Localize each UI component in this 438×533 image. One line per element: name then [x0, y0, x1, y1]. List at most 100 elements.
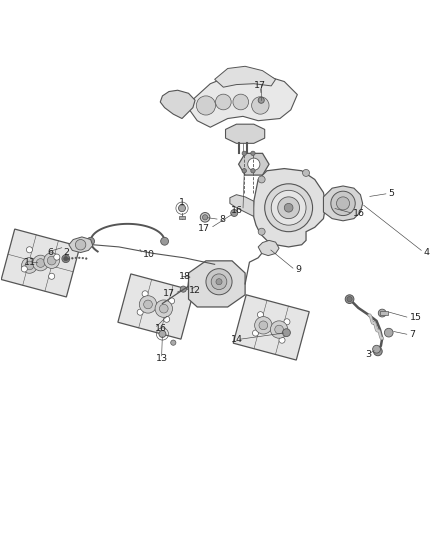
Circle shape [215, 94, 231, 110]
Text: 6: 6 [47, 248, 53, 256]
Circle shape [159, 330, 166, 337]
Text: 17: 17 [198, 224, 210, 233]
Circle shape [275, 325, 283, 334]
Circle shape [258, 176, 265, 183]
Text: 12: 12 [189, 286, 201, 295]
Circle shape [258, 228, 265, 235]
Circle shape [336, 197, 350, 210]
Polygon shape [226, 124, 265, 143]
Circle shape [331, 191, 355, 215]
Circle shape [144, 300, 152, 309]
Polygon shape [323, 186, 363, 221]
Circle shape [284, 319, 290, 325]
Circle shape [279, 337, 285, 343]
Circle shape [252, 330, 258, 336]
Circle shape [78, 257, 80, 259]
Circle shape [251, 168, 255, 173]
Polygon shape [160, 90, 195, 118]
Circle shape [254, 317, 272, 334]
Circle shape [161, 237, 169, 245]
Circle shape [196, 96, 215, 115]
Circle shape [242, 168, 247, 173]
Circle shape [374, 347, 382, 356]
Text: 15: 15 [410, 313, 422, 322]
Circle shape [85, 257, 87, 260]
Circle shape [258, 312, 264, 318]
Circle shape [26, 247, 32, 253]
Circle shape [248, 158, 260, 171]
Circle shape [258, 97, 264, 103]
Circle shape [345, 295, 354, 303]
Text: 11: 11 [24, 257, 35, 266]
Circle shape [75, 239, 86, 250]
Circle shape [233, 94, 249, 110]
Circle shape [75, 257, 77, 259]
Circle shape [82, 257, 84, 259]
Circle shape [54, 254, 60, 260]
Circle shape [179, 205, 185, 212]
Text: 17: 17 [162, 289, 175, 298]
Circle shape [155, 300, 173, 317]
Circle shape [193, 279, 203, 290]
Circle shape [164, 316, 170, 322]
Circle shape [180, 286, 186, 292]
Circle shape [283, 329, 290, 336]
Text: 17: 17 [254, 82, 266, 91]
Circle shape [64, 256, 68, 261]
Text: 16: 16 [353, 209, 365, 218]
Circle shape [87, 237, 95, 245]
Circle shape [33, 255, 48, 271]
Circle shape [251, 151, 255, 156]
Circle shape [62, 255, 70, 263]
Text: 1: 1 [179, 198, 185, 207]
Text: 9: 9 [295, 265, 301, 274]
Circle shape [159, 304, 168, 313]
Circle shape [284, 204, 293, 212]
Polygon shape [239, 154, 269, 175]
Circle shape [169, 298, 175, 304]
Polygon shape [253, 168, 325, 247]
Circle shape [21, 266, 27, 272]
Text: 5: 5 [389, 189, 395, 198]
Polygon shape [230, 195, 254, 216]
Circle shape [49, 273, 55, 279]
Circle shape [378, 309, 386, 317]
Circle shape [252, 97, 269, 114]
Circle shape [211, 274, 227, 289]
Circle shape [259, 321, 268, 330]
Circle shape [216, 279, 222, 285]
Circle shape [373, 345, 381, 353]
Circle shape [137, 309, 143, 315]
Text: 4: 4 [424, 248, 430, 256]
Polygon shape [233, 295, 309, 360]
Text: 13: 13 [155, 354, 168, 364]
Text: 3: 3 [365, 350, 371, 359]
Text: 16: 16 [155, 324, 166, 333]
Circle shape [271, 190, 306, 225]
Circle shape [265, 184, 313, 232]
Circle shape [206, 269, 232, 295]
Bar [380, 311, 388, 315]
Text: 14: 14 [231, 335, 243, 344]
Circle shape [21, 257, 37, 273]
Text: 8: 8 [220, 215, 226, 224]
Circle shape [278, 197, 300, 219]
Polygon shape [215, 66, 276, 87]
Circle shape [200, 213, 210, 222]
Circle shape [347, 296, 352, 302]
Circle shape [36, 259, 45, 268]
Polygon shape [186, 75, 297, 127]
Text: 10: 10 [143, 250, 155, 259]
Text: 18: 18 [179, 272, 191, 280]
Circle shape [242, 151, 247, 156]
Polygon shape [1, 229, 80, 297]
Circle shape [68, 258, 70, 260]
Circle shape [231, 209, 238, 216]
Circle shape [44, 253, 60, 269]
Circle shape [47, 256, 56, 265]
Text: 2: 2 [63, 248, 69, 257]
Bar [180, 216, 185, 220]
Circle shape [71, 257, 73, 259]
Circle shape [303, 169, 310, 176]
Polygon shape [118, 274, 194, 339]
